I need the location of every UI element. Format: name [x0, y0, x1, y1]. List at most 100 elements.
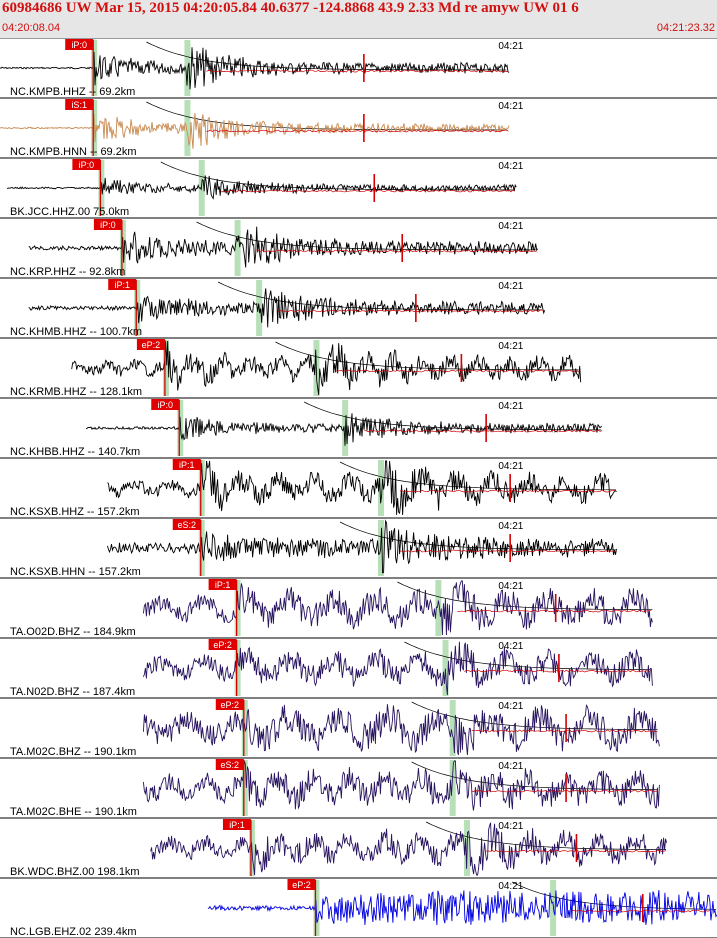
pick-label: eP:2 — [136, 339, 165, 350]
pick-label: iP:0 — [151, 399, 180, 410]
s-window — [378, 460, 385, 516]
waveform — [71, 340, 582, 396]
station-label: NC.KHMB.HHZ -- 100.7km — [10, 326, 142, 338]
pick-label: iP:0 — [93, 219, 122, 230]
time-tick-label: 04:21 — [498, 581, 523, 592]
station-label: NC.KHBB.HHZ -- 140.7km — [10, 446, 140, 458]
amplitude-trace — [220, 189, 515, 193]
station-label: BK.JCC.HHZ.00 75.0km — [10, 206, 129, 218]
time-tick-label: 04:21 — [498, 341, 523, 352]
pick-label-text: eP:2 — [142, 340, 161, 350]
amplitude-trace — [572, 909, 711, 913]
trace-panel: iS:1 04:21 NC.KMPB.HNN -- 69.2km — [0, 99, 717, 159]
station-label: NC.LGB.EHZ.02 239.4km — [10, 926, 137, 938]
pick-label-text: eP:2 — [213, 640, 232, 650]
time-tick-label: 04:21 — [498, 641, 523, 652]
p-window — [198, 460, 205, 516]
p-window — [234, 640, 241, 696]
end-time: 04:21:23.32 — [656, 22, 715, 34]
amplitude-trace — [206, 69, 509, 73]
trace-panel: iP:0 04:21 NC.KHBB.HHZ -- 140.7km — [0, 399, 717, 459]
pick-label-text: iP:0 — [157, 400, 173, 410]
time-tick-label: 04:21 — [498, 401, 523, 412]
pick-label: eP:2 — [208, 639, 237, 650]
pick-label-text: iS:1 — [71, 100, 87, 110]
coda-curve — [397, 581, 653, 611]
station-label: NC.KMPB.HNN -- 69.2km — [10, 146, 137, 158]
station-label: BK.WDC.BHZ.00 198.1km — [10, 866, 140, 878]
header-bar: 60984686 UW Mar 15, 2015 04:20:05.84 40.… — [0, 0, 717, 39]
waveform — [142, 580, 653, 636]
s-window — [449, 760, 456, 816]
pick-label-text: iP:1 — [229, 820, 245, 830]
s-window — [184, 40, 191, 96]
amplitude-trace — [471, 789, 658, 793]
s-window — [234, 220, 241, 276]
pick-label: iP:0 — [65, 39, 94, 50]
time-tick-label: 04:21 — [498, 881, 523, 892]
p-window — [241, 760, 248, 816]
station-label: NC.KMPB.HHZ -- 69.2km — [10, 86, 135, 98]
waveform — [107, 460, 617, 516]
time-tick-label: 04:21 — [498, 821, 523, 832]
pick-label-text: eP:2 — [292, 880, 311, 890]
trace-panel: eP:2 04:21 TA.N02D.BHZ -- 187.4km — [0, 639, 717, 699]
station-label: TA.M02C.BHE -- 190.1km — [10, 806, 137, 818]
trace-panel: iP:0 04:21 NC.KRP.HHZ -- 92.8km — [0, 219, 717, 279]
s-window — [184, 100, 191, 156]
amplitude-trace — [256, 249, 537, 253]
time-tick-label: 04:21 — [498, 461, 523, 472]
time-tick-label: 04:21 — [498, 281, 523, 292]
trace-panel: iP:0 04:21 BK.JCC.HHZ.00 75.0km — [0, 159, 717, 219]
amplitude-trace — [206, 129, 509, 133]
amplitude-trace — [364, 429, 603, 433]
amplitude-trace — [464, 669, 651, 673]
pick-label-text: eP:2 — [221, 700, 240, 710]
station-label: NC.KRMB.HHZ -- 128.1km — [10, 386, 142, 398]
waveform — [6, 175, 517, 200]
trace-panel: eP:2 04:21 NC.KRMB.HHZ -- 128.1km — [0, 339, 717, 399]
pick-label-text: iP:1 — [215, 580, 231, 590]
waveform — [150, 822, 668, 876]
p-window — [162, 340, 169, 396]
pick-label: eS:2 — [172, 519, 201, 530]
pick-label: eS:2 — [215, 759, 244, 770]
trace-panel: eS:2 04:21 TA.M02C.BHE -- 190.1km — [0, 759, 717, 819]
waveform — [28, 288, 546, 328]
pick-label-text: iP:1 — [114, 280, 130, 290]
s-window — [449, 700, 456, 756]
time-tick-label: 04:21 — [498, 41, 523, 52]
pick-label: iP:0 — [72, 159, 101, 170]
time-tick-label: 04:21 — [498, 221, 523, 232]
waveform — [28, 226, 539, 268]
amplitude-trace — [471, 729, 658, 733]
waveform — [142, 703, 660, 756]
station-label: TA.O02D.BHZ -- 184.9km — [10, 626, 136, 638]
time-tick-label: 04:21 — [498, 101, 523, 112]
trace-panel: eP:2 04:21 NC.LGB.EHZ.02 239.4km — [0, 879, 717, 938]
p-window — [234, 580, 241, 636]
event-title: 60984686 UW Mar 15, 2015 04:20:05.84 40.… — [2, 0, 579, 16]
pick-label: iS:1 — [65, 99, 94, 110]
time-tick-label: 04:21 — [498, 161, 523, 172]
waveform — [0, 113, 510, 149]
pick-label: iP:1 — [208, 579, 237, 590]
amplitude-trace — [277, 309, 545, 313]
waveform — [142, 760, 660, 811]
pick-label: iP:1 — [172, 459, 201, 470]
seismogram-plot: iP:0 04:21 NC.KMPB.HHZ -- 69.2km iS:1 04:21 N… — [0, 39, 717, 938]
station-label: TA.N02D.BHZ -- 187.4km — [10, 686, 135, 698]
pick-label-text: eS:2 — [221, 760, 240, 770]
pick-label-text: iP:0 — [71, 40, 87, 50]
trace-panel: iP:1 04:21 NC.KSXB.HHZ -- 157.2km — [0, 459, 717, 519]
station-label: NC.KSXB.HHZ -- 157.2km — [10, 506, 140, 518]
trace-panel: iP:0 04:21 NC.KMPB.HHZ -- 69.2km — [0, 39, 717, 99]
waveform — [107, 519, 617, 574]
pick-label: eP:2 — [287, 879, 316, 890]
time-tick-label: 04:21 — [498, 761, 523, 772]
amplitude-trace — [399, 489, 617, 493]
s-window — [435, 580, 442, 636]
amplitude-trace — [335, 369, 580, 373]
start-time: 04:20:08.04 — [2, 22, 61, 34]
station-label: NC.KSXB.HHN -- 157.2km — [10, 566, 141, 578]
